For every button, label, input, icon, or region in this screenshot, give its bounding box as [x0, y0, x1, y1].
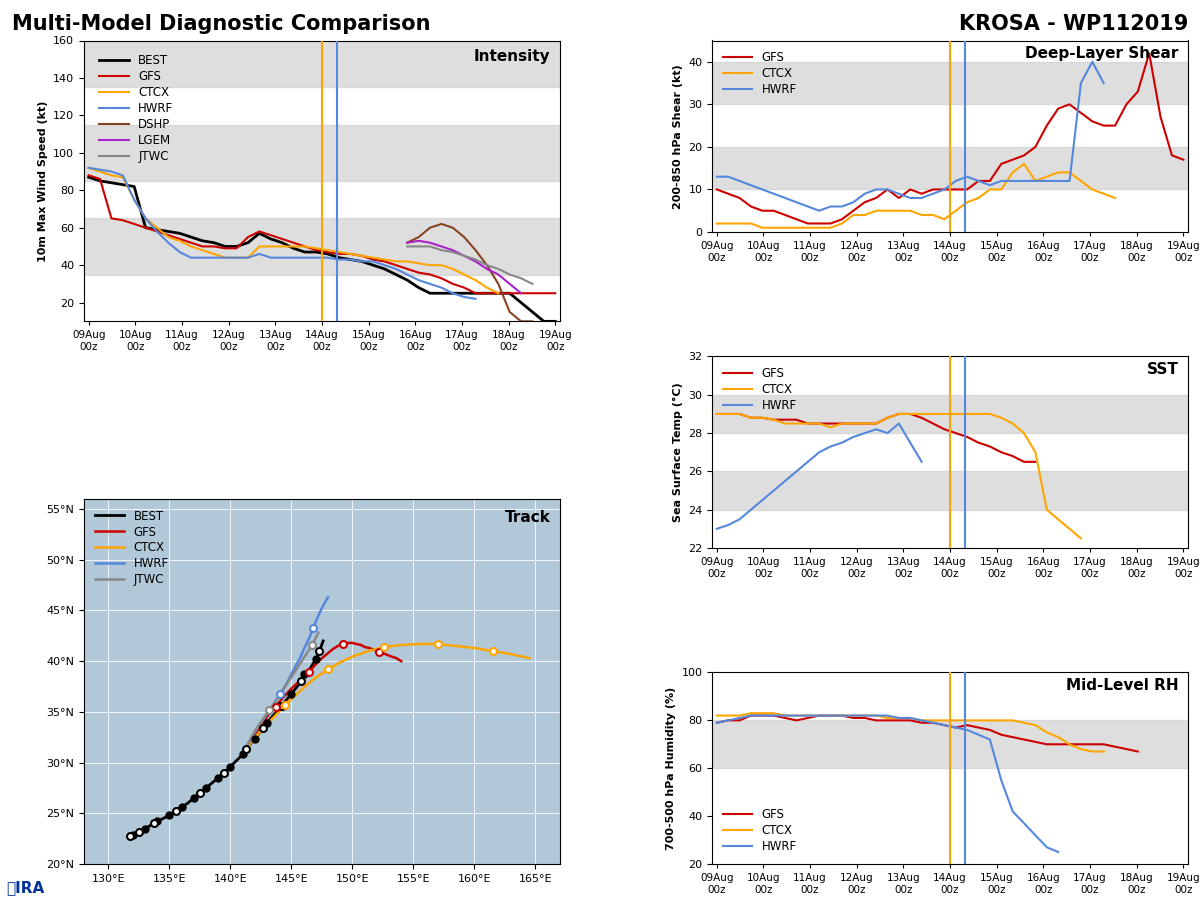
Bar [84, 219, 560, 274]
Text: KROSA - WP112019: KROSA - WP112019 [959, 14, 1188, 33]
Text: ⒸIRA: ⒸIRA [6, 880, 44, 896]
Y-axis label: 700-500 hPa Humidity (%): 700-500 hPa Humidity (%) [666, 687, 676, 850]
Bar [84, 40, 560, 87]
Text: Deep-Layer Shear: Deep-Layer Shear [1025, 46, 1178, 61]
Bar [712, 395, 1188, 433]
Legend: GFS, CTCX, HWRF: GFS, CTCX, HWRF [718, 363, 802, 417]
Legend: GFS, CTCX, HWRF: GFS, CTCX, HWRF [718, 47, 802, 101]
Bar [712, 147, 1188, 190]
Legend: BEST, GFS, CTCX, HWRF, JTWC: BEST, GFS, CTCX, HWRF, JTWC [90, 505, 174, 591]
Bar [712, 720, 1188, 769]
Legend: BEST, GFS, CTCX, HWRF, DSHP, LGEM, JTWC: BEST, GFS, CTCX, HWRF, DSHP, LGEM, JTWC [95, 50, 178, 167]
Bar [712, 62, 1188, 104]
Legend: GFS, CTCX, HWRF: GFS, CTCX, HWRF [718, 804, 802, 858]
Text: SST: SST [1147, 362, 1178, 377]
Y-axis label: Sea Surface Temp (°C): Sea Surface Temp (°C) [672, 382, 683, 522]
Text: Intensity: Intensity [474, 49, 551, 64]
Text: Track: Track [504, 510, 551, 525]
Text: Multi-Model Diagnostic Comparison: Multi-Model Diagnostic Comparison [12, 14, 431, 33]
Text: Mid-Level RH: Mid-Level RH [1066, 679, 1178, 693]
Y-axis label: 10m Max Wind Speed (kt): 10m Max Wind Speed (kt) [37, 100, 48, 262]
Bar [712, 472, 1188, 509]
Bar [84, 125, 560, 181]
Y-axis label: 200-850 hPa Shear (kt): 200-850 hPa Shear (kt) [673, 64, 683, 209]
